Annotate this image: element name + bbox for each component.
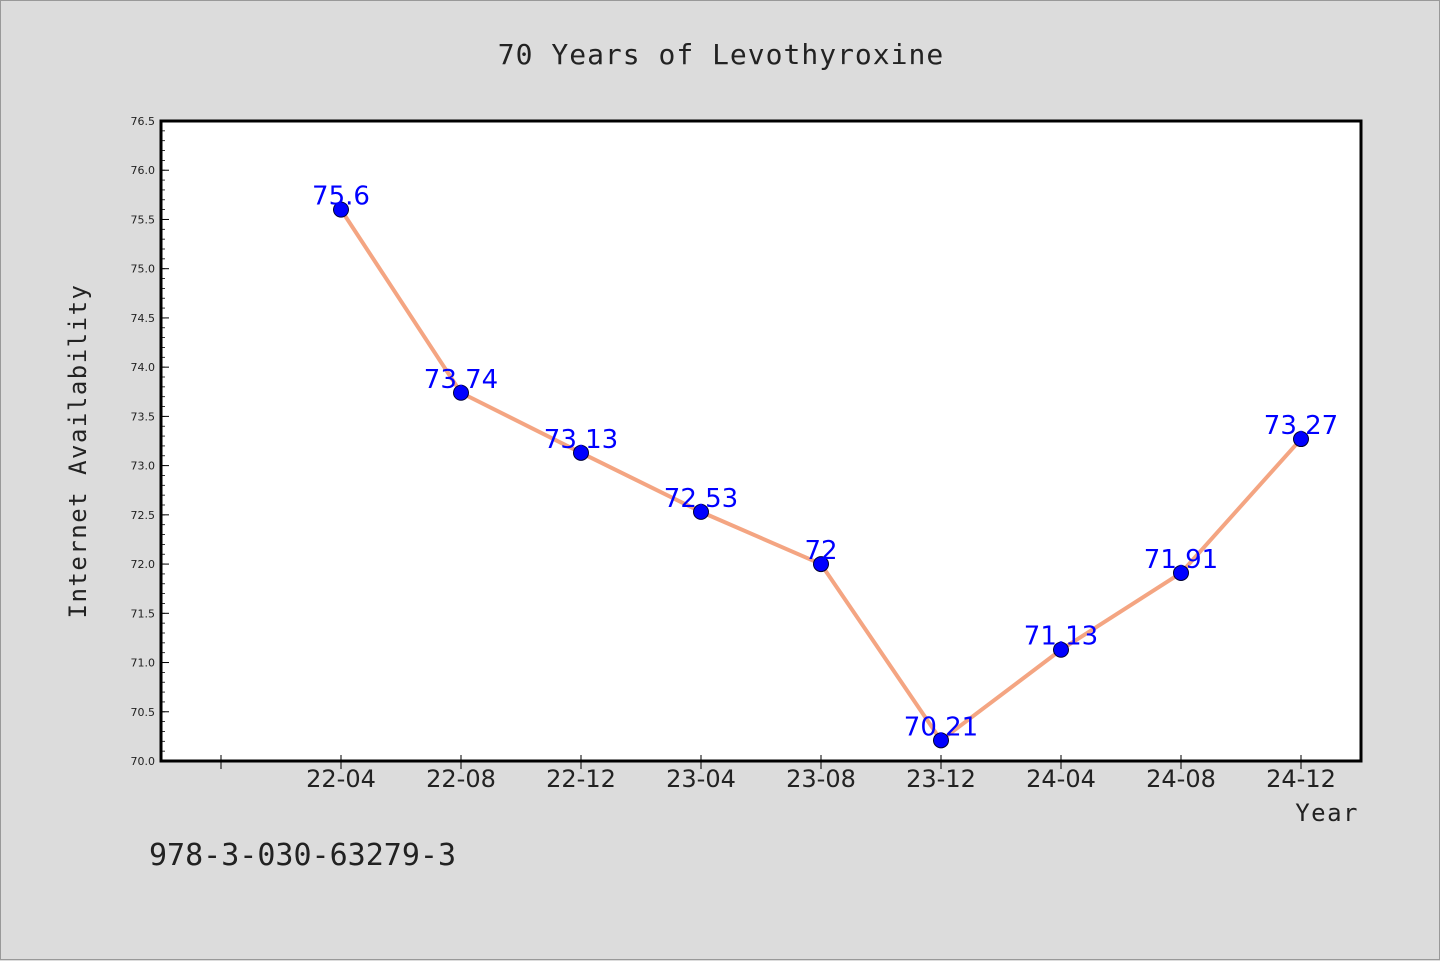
data-point [453,384,469,401]
data-point [1173,564,1189,581]
y-tick-label: 72.0 [131,558,156,571]
x-tick-label: 23-04 [666,765,736,793]
y-tick-label: 75.0 [131,263,156,276]
data-label: 70.21 [904,712,978,742]
data-label: 73.27 [1264,411,1338,441]
x-tick-label: 22-08 [426,765,496,793]
y-tick-label: 76.5 [131,115,156,128]
y-tick-label: 71.0 [131,657,156,670]
x-axis: 22-04 22-08 22-12 23-04 23-08 23-12 24-04 24-08… [220,755,1336,793]
data-point [693,503,709,520]
data-point [1293,431,1309,448]
y-tick-label: 74.0 [131,361,156,374]
x-tick-label: 23-08 [786,765,856,793]
data-point [933,732,949,749]
y-axis-label: Internet Availability [64,284,92,619]
data-label: 73.74 [424,365,498,395]
y-tick-label: 70.0 [131,755,156,768]
series-layer: 75.6 73.74 73.13 72.53 72 70.21 71.13 71.91 73.2… [312,182,1338,749]
x-tick-label: 22-12 [546,765,616,793]
data-label: 72 [804,536,837,566]
data-point [813,556,829,573]
x-tick-label: 24-08 [1146,765,1216,793]
data-label: 73.13 [544,425,618,455]
chart-title: 70 Years of Levothyroxine [498,38,944,71]
y-tick-label: 72.5 [131,509,156,522]
x-tick-label: 22-04 [306,765,376,793]
y-tick-label: 75.5 [131,213,156,226]
data-label: 72.53 [664,484,738,514]
plot-area [159,119,1363,763]
y-tick-label: 73.0 [131,460,156,473]
y-tick-label: 73.5 [131,410,156,423]
y-tick-label: 70.5 [131,706,156,719]
data-point [1053,641,1069,658]
data-point [573,444,589,461]
x-tick-label: 24-04 [1026,765,1096,793]
isbn-text: 978-3-030-63279-3 [149,838,456,873]
y-tick-label: 74.5 [131,312,156,325]
x-tick-label: 24-12 [1266,765,1336,793]
data-label: 71.91 [1144,545,1218,575]
y-tick-label: 76.0 [131,164,156,177]
y-axis: 70.0 70.5 71.0 71.5 72.0 72.5 73.0 73.5 74.0 74.5… [131,115,169,768]
data-point [333,201,349,218]
x-tick-label: 23-12 [906,765,976,793]
x-axis-label: Year [1295,799,1359,827]
data-label: 75.6 [312,182,370,212]
data-label: 71.13 [1024,622,1098,652]
y-tick-label: 71.5 [131,607,156,620]
